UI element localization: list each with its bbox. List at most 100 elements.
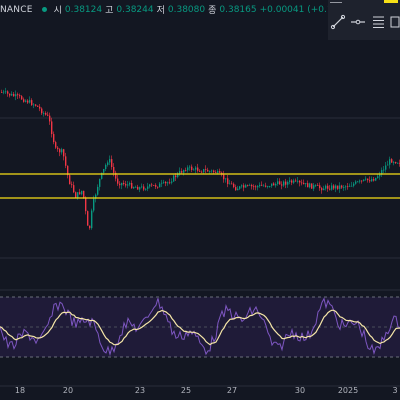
candle-body [43, 112, 45, 114]
candle-body [205, 169, 207, 170]
candle-body [69, 175, 71, 185]
x-tick-label: 18 [14, 386, 26, 395]
candle-body [373, 179, 375, 181]
high-value: 0.38244 [116, 4, 154, 15]
candle-body [363, 179, 365, 181]
candle-body [333, 185, 335, 189]
candle-body [197, 167, 199, 171]
candle-body [281, 184, 283, 186]
candle-body [133, 187, 135, 189]
candle-body [135, 186, 137, 188]
candle-body [169, 182, 171, 184]
candle-body [249, 184, 251, 186]
x-tick-label: 23 [134, 386, 146, 395]
candle-body [387, 164, 389, 166]
candle-body [267, 186, 269, 188]
candle-body [199, 170, 201, 172]
candle-body [277, 181, 279, 184]
candle-body [119, 183, 121, 186]
candle-body [163, 181, 165, 183]
candle-body [341, 185, 343, 188]
candle-body [295, 180, 297, 182]
candle-body [173, 175, 175, 182]
drawing-toolbar [328, 0, 400, 40]
candle-body [323, 188, 325, 191]
candle-body [85, 197, 87, 212]
candle-body [159, 183, 161, 188]
candle-body [139, 187, 141, 190]
candle-body [13, 93, 15, 97]
candle-body [343, 187, 345, 188]
candle-body [237, 188, 239, 191]
close-label: 종 [208, 6, 217, 16]
x-tick-label: 20 [62, 386, 74, 395]
candle-body [65, 156, 67, 166]
candle-body [347, 186, 349, 188]
candle-body [375, 177, 377, 181]
candle-body [331, 185, 333, 190]
candle-body [195, 167, 197, 170]
candle-body [243, 185, 245, 188]
candle-body [35, 104, 37, 106]
candle-body [45, 112, 47, 115]
candle-body [263, 185, 265, 187]
candle-body [395, 162, 397, 164]
candle-body [317, 185, 319, 186]
candle-body [359, 180, 361, 182]
candle-body [99, 178, 101, 187]
candle-body [37, 105, 39, 107]
candle-body [279, 181, 281, 185]
candle-body [103, 169, 105, 173]
candle-body [215, 172, 217, 173]
candle-body [391, 159, 393, 163]
candle-body [219, 171, 221, 173]
candle-body [171, 181, 173, 183]
candle-body [51, 121, 53, 135]
fib-retracement-icon[interactable] [370, 14, 386, 30]
candle-body [161, 182, 163, 184]
candle-body [247, 185, 249, 186]
candle-body [269, 186, 271, 187]
candle-body [223, 174, 225, 180]
symbol-name[interactable]: NANCE [0, 4, 33, 15]
candle-body [227, 178, 229, 185]
trend-line-icon[interactable] [330, 14, 346, 30]
candle-body [141, 186, 143, 188]
candle-body [383, 169, 385, 171]
candle-body [365, 178, 367, 180]
candle-body [379, 174, 381, 177]
candle-body [81, 190, 83, 195]
candle-body [73, 185, 75, 193]
candle-body [397, 162, 399, 164]
candle-body [229, 183, 231, 185]
more-tools-icon[interactable] [388, 14, 400, 30]
x-tick-label: 3 [392, 386, 398, 395]
candle-body [15, 94, 17, 97]
candles-group [1, 87, 400, 230]
candle-body [49, 115, 51, 122]
candle-body [131, 183, 133, 189]
candle-body [213, 170, 215, 173]
candle-body [261, 184, 263, 186]
candle-body [285, 181, 287, 185]
candle-body [293, 180, 295, 183]
candle-body [7, 91, 9, 94]
candle-body [259, 184, 261, 187]
candle-body [239, 186, 241, 189]
candle-body [299, 180, 301, 183]
candle-body [309, 183, 311, 188]
horizontal-line-icon[interactable] [350, 14, 366, 30]
candle-body [47, 114, 49, 116]
candle-body [89, 225, 91, 229]
candle-body [23, 99, 25, 102]
x-tick-label: 27 [226, 386, 238, 395]
candle-body [121, 182, 123, 186]
candle-body [137, 186, 139, 190]
x-tick-label: 2025 [337, 386, 359, 395]
candle-body [233, 183, 235, 188]
color-swatch-icon[interactable] [384, 0, 398, 3]
candle-body [351, 185, 353, 187]
candle-body [79, 192, 81, 195]
candle-body [231, 183, 233, 185]
